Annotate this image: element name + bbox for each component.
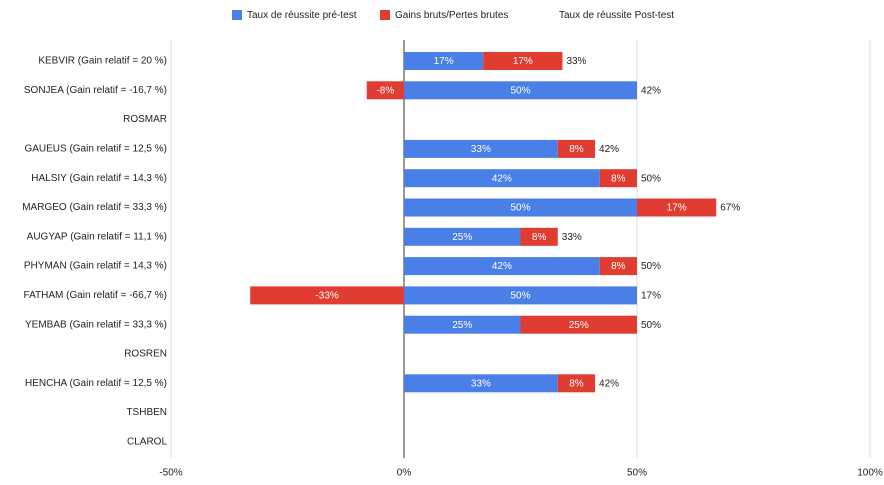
post-test-label: 42% — [599, 144, 619, 155]
post-test-label: 50% — [641, 261, 661, 272]
bar — [599, 257, 637, 276]
bar — [599, 169, 637, 188]
y-tick-label: ROSMAR — [123, 114, 167, 125]
bar-label: 50% — [510, 203, 530, 214]
legend-swatch — [380, 10, 390, 20]
x-tick-label: 0% — [397, 468, 412, 479]
y-tick-label: HENCHA (Gain relatif = 12,5 %) — [25, 378, 167, 389]
y-tick-label: CLAROL — [127, 437, 167, 448]
bar-label: 25% — [452, 320, 472, 331]
bar-label: 17% — [434, 56, 454, 67]
bar-label: 17% — [667, 203, 687, 214]
bar — [404, 52, 484, 70]
bar-label: 8% — [611, 173, 626, 184]
legend-swatch — [232, 10, 242, 20]
bar-label: 50% — [510, 291, 530, 302]
bar — [404, 315, 521, 334]
y-tick-label: SONJEA (Gain relatif = -16,7 %) — [24, 85, 167, 96]
bar-label: 25% — [569, 320, 589, 331]
bar-label: -8% — [376, 85, 394, 96]
bar — [557, 139, 596, 158]
y-tick-label: MARGEO (Gain relatif = 33,3 %) — [22, 202, 167, 213]
y-tick-label: YEMBAB (Gain relatif = 33,3 %) — [25, 319, 167, 330]
bar — [404, 81, 637, 100]
y-tick-label: PHYMAN (Gain relatif = 14,3 %) — [24, 261, 167, 272]
bar — [366, 81, 404, 100]
y-tick-label: AUGYAP (Gain relatif = 11,1 %) — [27, 231, 167, 242]
x-tick-label: 50% — [627, 468, 647, 479]
bar-label: 25% — [452, 232, 472, 243]
bar-label: -33% — [315, 291, 338, 302]
legend-label: Taux de réussite pré-test — [247, 10, 357, 21]
post-test-label: 42% — [599, 378, 619, 389]
y-tick-label: GAUEUS (Gain relatif = 12,5 %) — [24, 144, 167, 155]
post-test-label: 50% — [641, 320, 661, 331]
bar — [557, 374, 596, 393]
bar — [404, 286, 637, 305]
bar-label: 42% — [492, 173, 512, 184]
bar-label: 8% — [569, 144, 584, 155]
bar-label: 33% — [471, 144, 491, 155]
x-tick-label: -50% — [159, 468, 182, 479]
bar — [637, 198, 717, 217]
bar-label: 17% — [513, 56, 533, 67]
post-test-label: 50% — [641, 173, 661, 184]
bar — [483, 52, 563, 70]
bar — [404, 374, 558, 393]
post-test-label: 33% — [562, 232, 582, 243]
bar-label: 50% — [510, 85, 530, 96]
x-tick-label: 100% — [857, 468, 883, 479]
bar — [520, 315, 637, 334]
post-test-label: 42% — [641, 85, 661, 96]
bar — [404, 169, 600, 188]
bar — [404, 198, 637, 217]
bar-label: 42% — [492, 261, 512, 272]
bar — [250, 286, 404, 305]
post-test-label: 17% — [641, 291, 661, 302]
bar-label: 8% — [569, 378, 584, 389]
bar — [404, 227, 521, 246]
y-tick-label: FATHAM (Gain relatif = -66,7 %) — [24, 290, 167, 301]
post-test-label: 33% — [566, 56, 586, 67]
bar — [520, 227, 558, 246]
y-tick-label: KEBVIR (Gain relatif = 20 %) — [38, 56, 167, 67]
bar-label: 8% — [611, 261, 626, 272]
y-tick-label: ROSREN — [124, 349, 167, 360]
bar-label: 8% — [532, 232, 547, 243]
bar — [404, 139, 558, 158]
legend-label: Taux de réussite Post-test — [559, 10, 674, 21]
bar — [404, 257, 600, 276]
post-test-label: 67% — [720, 203, 740, 214]
legend-label: Gains bruts/Pertes brutes — [395, 10, 508, 21]
bar-label: 33% — [471, 378, 491, 389]
y-tick-label: TSHBEN — [126, 407, 167, 418]
y-tick-label: HALSIY (Gain relatif = 14,3 %) — [31, 173, 167, 184]
